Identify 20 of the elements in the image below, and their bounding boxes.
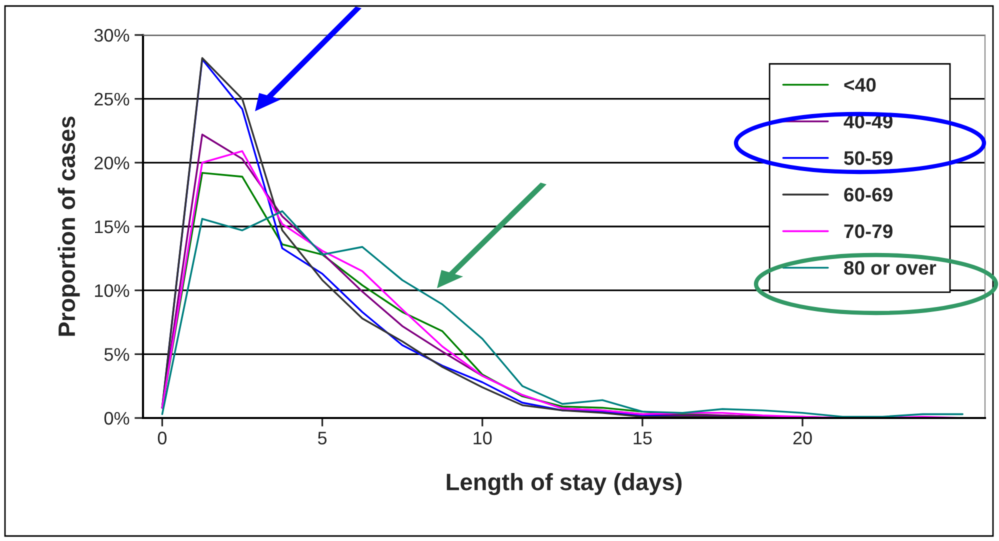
y-tick-label: 20% — [94, 156, 130, 170]
x-tick-label: 0 — [158, 432, 167, 444]
x-tick-label: 20 — [793, 432, 812, 444]
x-tick-label: 5 — [318, 432, 327, 444]
x-axis-title: Length of stay (days) — [446, 473, 682, 496]
line-series — [161, 210, 964, 418]
legend-label: 50-59 — [844, 151, 892, 165]
legend-label: 80 or over — [844, 260, 936, 275]
y-tick-label: 25% — [94, 92, 130, 106]
legend-label: <40 — [844, 78, 876, 92]
y-tick-label: 30% — [94, 28, 130, 42]
legend-label: 70-79 — [844, 224, 892, 238]
y-tick-label: 10% — [95, 284, 130, 298]
y-tick-label: 0% — [104, 412, 130, 425]
x-tick-label: 15 — [634, 432, 652, 444]
y-axis-title: Proportion of cases — [58, 116, 80, 336]
x-tick-label: 10 — [474, 432, 492, 444]
legend-label: 60-69 — [844, 188, 892, 202]
y-tick-label: 5% — [104, 348, 130, 361]
y-tick-label: 15% — [95, 220, 130, 234]
